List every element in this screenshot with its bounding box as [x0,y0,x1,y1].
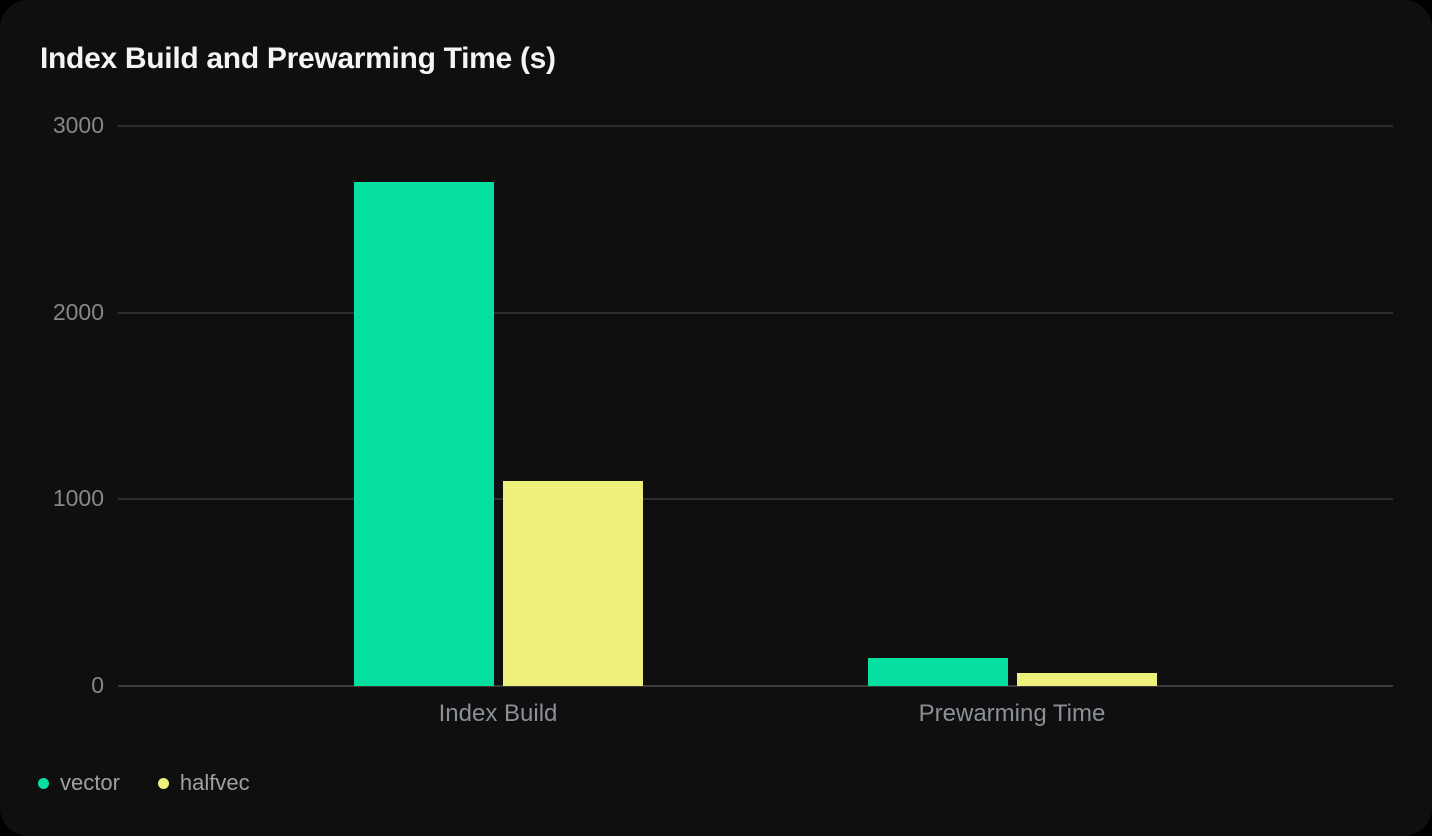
legend-dot-icon [38,777,49,789]
legend-dot-icon [157,777,169,789]
legend: vector halfvec [38,770,250,796]
bar-halfvec-index-build [502,480,643,686]
gridline-0 [118,685,1393,687]
y-tick-label-2000: 2000 [52,298,104,325]
y-tick-label-3000: 3000 [52,112,104,139]
y-tick-label-1000: 1000 [52,485,104,512]
x-axis-label-prewarming-time: Prewarming Time [918,700,1106,727]
legend-label: halfvec [179,770,250,795]
legend-item-vector[interactable]: vector [38,770,120,796]
plot-area: 3000 2000 1000 0 [53,114,1393,697]
gridline-3000 [118,125,1393,127]
gridline-2000 [118,311,1393,314]
bar-halfvec-prewarming-time [1016,672,1157,686]
bar-vector-index-build [353,182,494,686]
bar-vector-prewarming-time [867,658,1008,686]
x-axis-label-index-build: Index Build [438,700,558,727]
gridline-1000 [118,498,1393,501]
legend-label: vector [60,770,120,795]
legend-item-halfvec[interactable]: halfvec [157,770,250,796]
y-tick-label-0: 0 [91,672,104,699]
chart-title: Index Build and Prewarming Time (s) [40,42,556,75]
